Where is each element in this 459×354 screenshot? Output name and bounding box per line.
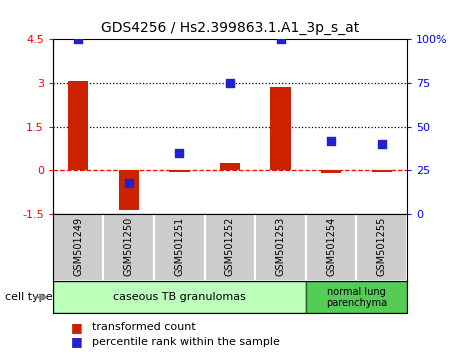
Bar bbox=[219, 163, 240, 170]
Text: GSM501255: GSM501255 bbox=[376, 217, 386, 276]
Bar bbox=[204, 214, 255, 281]
Bar bbox=[103, 214, 154, 281]
Bar bbox=[320, 170, 341, 173]
Title: GDS4256 / Hs2.399863.1.A1_3p_s_at: GDS4256 / Hs2.399863.1.A1_3p_s_at bbox=[101, 21, 358, 35]
Text: GSM501251: GSM501251 bbox=[174, 217, 184, 276]
Point bbox=[175, 150, 183, 156]
Text: caseous TB granulomas: caseous TB granulomas bbox=[113, 292, 245, 302]
Bar bbox=[53, 214, 103, 281]
Text: GSM501253: GSM501253 bbox=[275, 217, 285, 276]
Point bbox=[327, 138, 334, 143]
Text: ■: ■ bbox=[71, 335, 83, 348]
Bar bbox=[305, 214, 356, 281]
Bar bbox=[68, 81, 88, 170]
Point bbox=[377, 141, 385, 147]
Bar bbox=[169, 170, 189, 172]
Point bbox=[74, 36, 82, 42]
Text: GSM501254: GSM501254 bbox=[325, 217, 336, 276]
Bar bbox=[118, 170, 139, 210]
Point bbox=[125, 180, 132, 185]
Bar bbox=[305, 281, 406, 313]
Bar bbox=[255, 214, 305, 281]
Point bbox=[276, 36, 284, 42]
Text: GSM501250: GSM501250 bbox=[123, 217, 134, 276]
Text: cell type: cell type bbox=[5, 292, 52, 302]
Text: normal lung
parenchyma: normal lung parenchyma bbox=[325, 286, 386, 308]
Text: transformed count: transformed count bbox=[92, 322, 196, 332]
Text: percentile rank within the sample: percentile rank within the sample bbox=[92, 337, 279, 347]
Bar bbox=[371, 170, 391, 172]
Text: ■: ■ bbox=[71, 321, 83, 334]
Bar bbox=[154, 214, 204, 281]
Text: GSM501252: GSM501252 bbox=[224, 217, 235, 276]
Point bbox=[226, 80, 233, 86]
Bar bbox=[356, 214, 406, 281]
Bar bbox=[270, 87, 290, 170]
Bar bbox=[53, 281, 305, 313]
Text: GSM501249: GSM501249 bbox=[73, 217, 83, 276]
